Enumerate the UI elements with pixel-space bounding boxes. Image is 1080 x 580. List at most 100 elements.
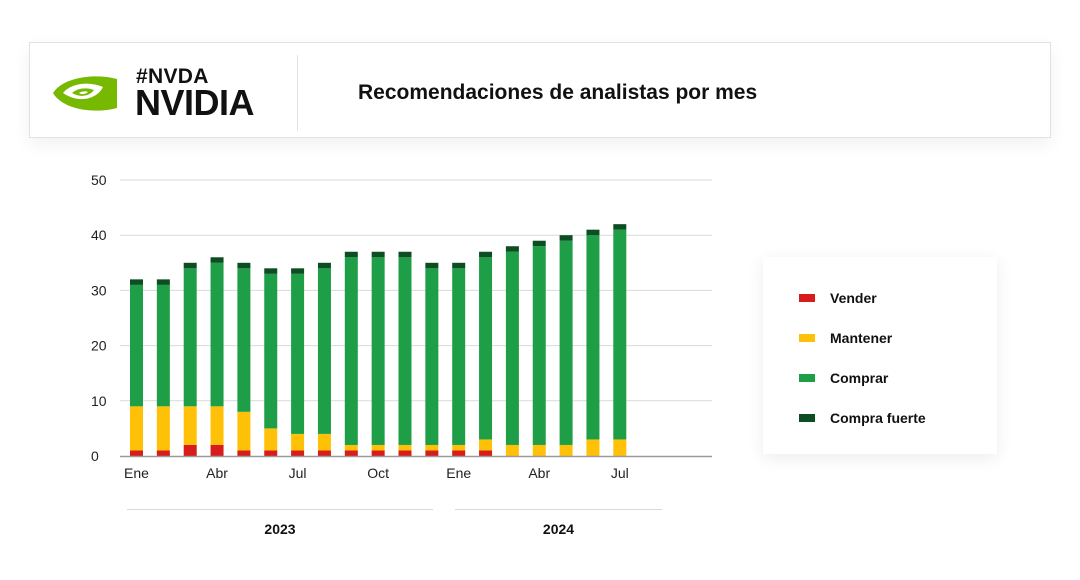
x-tick-label: Ene bbox=[446, 465, 471, 481]
x-tick-label: Jul bbox=[289, 465, 307, 481]
bar-segment-mantener bbox=[210, 406, 224, 445]
bar-segment-compra-fuerte bbox=[291, 268, 305, 274]
bar-segment-vender bbox=[130, 450, 143, 456]
bar-segment-compra-fuerte bbox=[344, 251, 358, 258]
bar-segment-mantener bbox=[613, 439, 627, 456]
bar-segment-mantener bbox=[559, 444, 573, 456]
x-tick-label: Ene bbox=[124, 465, 149, 481]
bar-segment-comprar bbox=[344, 257, 358, 445]
nvidia-eye-icon bbox=[53, 76, 117, 111]
bar-segment-mantener bbox=[264, 428, 278, 451]
y-tick-label: 20 bbox=[91, 338, 107, 354]
bar-segment-vender bbox=[344, 450, 358, 456]
bar-segment-mantener bbox=[291, 433, 305, 451]
bar-segment-compra-fuerte bbox=[586, 229, 600, 236]
bar-segment-compra-fuerte bbox=[559, 235, 573, 241]
legend-item-compra-fuerte: Compra fuerte bbox=[799, 409, 926, 427]
bar-segment-mantener bbox=[452, 444, 466, 451]
bar-segment-comprar bbox=[586, 235, 600, 440]
bar-segment-compra-fuerte bbox=[317, 262, 331, 269]
bar-segment-mantener bbox=[398, 444, 412, 451]
year-label: 2023 bbox=[264, 521, 295, 537]
legend-label-vender: Vender bbox=[830, 290, 877, 306]
ticker-label: #NVDA bbox=[136, 65, 209, 88]
bar-segment-vender bbox=[425, 450, 439, 456]
y-tick-label: 40 bbox=[91, 227, 107, 243]
bar-segment-vender bbox=[264, 450, 278, 456]
bar-segment-mantener bbox=[425, 444, 439, 451]
bar-segment-comprar bbox=[505, 251, 519, 445]
legend-swatch-comprar bbox=[799, 374, 815, 382]
legend-item-vender: Vender bbox=[799, 289, 877, 307]
bar-segment-comprar bbox=[237, 268, 251, 412]
legend-swatch-mantener bbox=[799, 334, 815, 342]
bar-segment-vender bbox=[317, 450, 331, 456]
x-tick-label: Jul bbox=[611, 465, 629, 481]
bar-segment-compra-fuerte bbox=[210, 257, 224, 263]
bar-segment-comprar bbox=[479, 257, 493, 440]
bar-segment-mantener bbox=[317, 433, 331, 451]
bar-segment-compra-fuerte bbox=[452, 262, 466, 269]
bar-segment-vender bbox=[291, 450, 305, 456]
year-label: 2024 bbox=[543, 521, 574, 537]
header-divider bbox=[297, 55, 298, 131]
bar-segment-mantener bbox=[344, 444, 358, 451]
bar-segment-comprar bbox=[559, 240, 573, 445]
bar-segment-comprar bbox=[264, 273, 278, 429]
y-tick-label: 30 bbox=[91, 282, 107, 298]
bar-segment-compra-fuerte bbox=[398, 251, 412, 258]
bar-segment-comprar bbox=[210, 262, 224, 407]
bar-segment-compra-fuerte bbox=[156, 279, 170, 285]
bar-segment-mantener bbox=[130, 406, 143, 451]
legend-swatch-vender bbox=[799, 294, 815, 302]
bar-segment-comprar bbox=[532, 246, 546, 445]
bar-segment-mantener bbox=[371, 444, 385, 451]
bar-segment-compra-fuerte bbox=[183, 262, 197, 269]
bar-segment-compra-fuerte bbox=[479, 251, 493, 258]
x-tick-label: Abr bbox=[206, 465, 228, 481]
brand-name: NVIDIA bbox=[135, 82, 255, 123]
bar-segment-compra-fuerte bbox=[130, 279, 143, 285]
bar-segment-compra-fuerte bbox=[425, 262, 439, 269]
bar-segment-mantener bbox=[479, 439, 493, 451]
legend-label-compra-fuerte: Compra fuerte bbox=[830, 410, 926, 426]
bar-segment-comprar bbox=[452, 268, 466, 445]
bar-segment-vender bbox=[371, 450, 385, 456]
bar-segment-comprar bbox=[183, 268, 197, 407]
y-tick-label: 10 bbox=[91, 393, 107, 409]
y-tick-label: 0 bbox=[91, 448, 99, 464]
bar-segment-compra-fuerte bbox=[371, 251, 385, 258]
bar-segment-compra-fuerte bbox=[532, 240, 546, 247]
bar-segment-mantener bbox=[532, 444, 546, 456]
bar-segment-comprar bbox=[317, 268, 331, 434]
bar-segment-compra-fuerte bbox=[264, 268, 278, 274]
legend-item-mantener: Mantener bbox=[799, 329, 892, 347]
bar-segment-vender bbox=[398, 450, 412, 456]
y-tick-label: 50 bbox=[91, 172, 107, 188]
bar-segment-comprar bbox=[613, 229, 627, 440]
bar-segment-comprar bbox=[398, 257, 412, 445]
bar-segment-vender bbox=[156, 450, 170, 456]
page-title: Recomendaciones de analistas por mes bbox=[358, 81, 758, 104]
legend-label-mantener: Mantener bbox=[830, 330, 893, 346]
legend-label-comprar: Comprar bbox=[830, 370, 889, 386]
bar-segment-comprar bbox=[425, 268, 439, 445]
bar-segment-mantener bbox=[237, 411, 251, 451]
bar-segment-mantener bbox=[156, 406, 170, 451]
legend-swatch-compra-fuerte bbox=[799, 414, 815, 422]
bar-segment-mantener bbox=[586, 439, 600, 456]
legend-item-comprar: Comprar bbox=[799, 369, 888, 387]
bar-segment-vender bbox=[183, 444, 197, 456]
bar-segment-comprar bbox=[130, 284, 143, 407]
bar-segment-mantener bbox=[505, 444, 519, 456]
bar-segment-vender bbox=[479, 450, 493, 456]
bar-segment-mantener bbox=[183, 406, 197, 445]
header-card: #NVDA NVIDIA Recomendaciones de analista… bbox=[29, 42, 1051, 138]
x-tick-label: Abr bbox=[528, 465, 550, 481]
bar-segment-compra-fuerte bbox=[237, 262, 251, 269]
x-tick-label: Oct bbox=[367, 465, 389, 481]
bar-segment-compra-fuerte bbox=[613, 224, 627, 230]
bar-segment-vender bbox=[452, 450, 466, 456]
bar-segment-vender bbox=[237, 450, 251, 456]
